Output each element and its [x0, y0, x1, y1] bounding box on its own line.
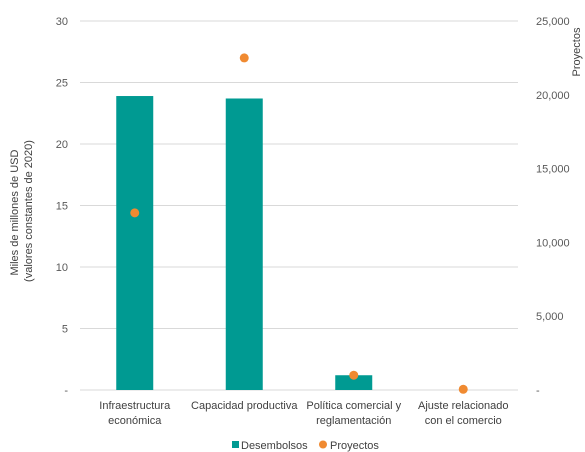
- category-label-line: económica: [108, 415, 162, 427]
- legend-label-desembolsos: Desembolsos: [241, 440, 308, 452]
- left-axis-title: Miles de millones de USD (valores consta…: [9, 140, 35, 282]
- left-tick-label: 20: [56, 139, 68, 151]
- point-proyectos: [130, 208, 140, 218]
- right-tick-label: 15,000: [536, 164, 570, 176]
- point-proyectos: [349, 370, 359, 380]
- right-axis-ticks: - 5,000 10,000 15,000 20,000 25,000: [536, 16, 570, 397]
- right-tick-label: -: [536, 385, 540, 397]
- right-tick-label: 5,000: [536, 311, 564, 323]
- left-tick-label: 25: [56, 78, 68, 90]
- bar-desembolsos: [116, 96, 154, 390]
- category-label: Infraestructura económica: [99, 400, 171, 427]
- point-proyectos: [239, 53, 249, 63]
- category-label-line: Infraestructura: [99, 400, 171, 412]
- bar-desembolsos: [335, 375, 373, 390]
- bar-desembolsos: [225, 98, 263, 391]
- category-label-line: con el comercio: [425, 415, 502, 427]
- legend-swatch-desembolsos: [232, 441, 239, 448]
- category-label-line: Política comercial y: [306, 400, 401, 412]
- right-tick-label: 20,000: [536, 90, 570, 102]
- category-label: Ajuste relacionado con el comercio: [418, 400, 509, 427]
- right-axis-title: Proyectos: [571, 27, 583, 76]
- right-tick-label: 25,000: [536, 16, 570, 28]
- left-tick-label: -: [64, 385, 68, 397]
- category-label: Capacidad productiva: [191, 400, 298, 412]
- desembolsos-series: [116, 96, 373, 391]
- left-tick-label: 5: [62, 324, 68, 336]
- left-tick-label: 10: [56, 262, 68, 274]
- category-label: Política comercial y reglamentación: [306, 400, 401, 427]
- right-tick-label: 10,000: [536, 237, 570, 249]
- left-tick-label: 30: [56, 16, 68, 28]
- legend: Desembolsos Proyectos: [232, 440, 379, 452]
- category-label-line: Ajuste relacionado: [418, 400, 509, 412]
- left-axis-title-line-2: (valores constantes de 2020): [23, 140, 35, 282]
- proyectos-series: [130, 53, 468, 394]
- category-label-line: Capacidad productiva: [191, 400, 298, 412]
- point-proyectos: [458, 384, 468, 394]
- legend-marker-proyectos: [319, 440, 327, 449]
- left-axis-title-line-1: Miles de millones de USD: [9, 150, 21, 276]
- legend-label-proyectos: Proyectos: [330, 440, 379, 452]
- category-label-line: reglamentación: [316, 415, 391, 427]
- left-axis-ticks: - 5 10 15 20 25 30: [56, 16, 69, 397]
- left-tick-label: 15: [56, 201, 68, 213]
- category-labels: Infraestructura económica Capacidad produc…: [99, 400, 508, 427]
